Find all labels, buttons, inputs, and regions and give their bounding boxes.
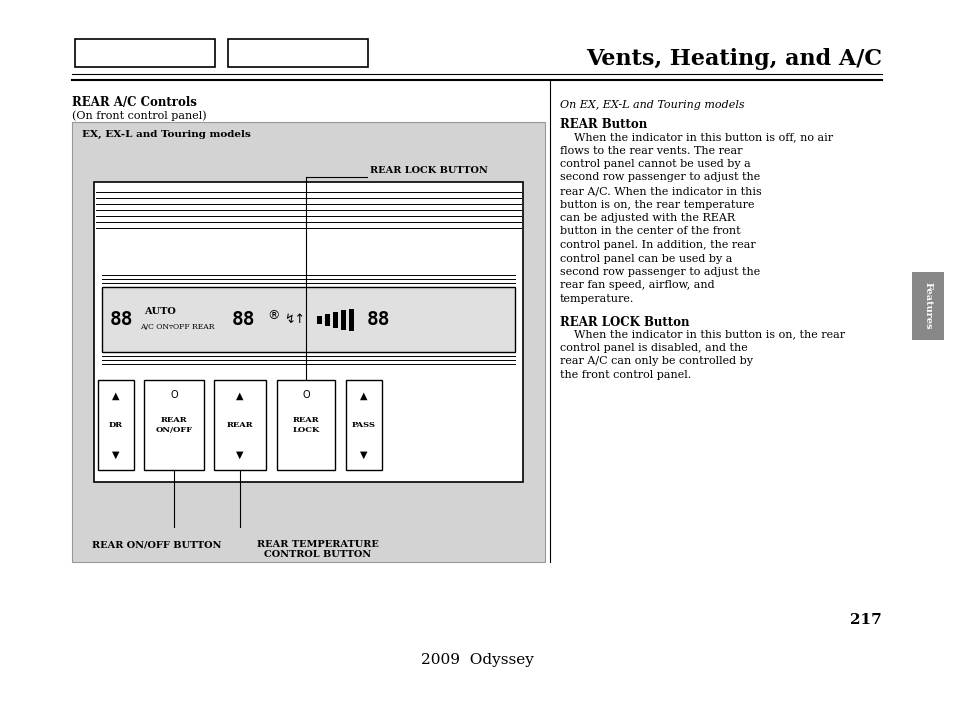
Text: Features: Features bbox=[923, 282, 931, 330]
Text: ▼: ▼ bbox=[236, 449, 244, 459]
Text: 217: 217 bbox=[849, 613, 882, 627]
Text: ▼: ▼ bbox=[112, 449, 120, 459]
Text: ▼: ▼ bbox=[360, 449, 367, 459]
Bar bbox=[911, 272, 943, 340]
Text: O: O bbox=[170, 391, 177, 400]
Text: ↯↑: ↯↑ bbox=[284, 313, 305, 326]
Bar bbox=[276, 380, 335, 470]
Bar bbox=[346, 380, 381, 470]
Text: AUTO: AUTO bbox=[144, 307, 175, 316]
Text: ▲: ▲ bbox=[236, 391, 244, 400]
Text: REAR A/C Controls: REAR A/C Controls bbox=[71, 96, 196, 109]
Text: control panel is disabled, and the: control panel is disabled, and the bbox=[559, 343, 747, 353]
Text: REAR ON/OFF BUTTON: REAR ON/OFF BUTTON bbox=[91, 540, 221, 549]
Text: (On front control panel): (On front control panel) bbox=[71, 110, 207, 121]
Text: REAR LOCK Button: REAR LOCK Button bbox=[559, 315, 689, 329]
Text: second row passenger to adjust the: second row passenger to adjust the bbox=[559, 173, 760, 182]
Bar bbox=[102, 287, 515, 352]
Bar bbox=[94, 182, 522, 482]
Text: EX, EX-L and Touring models: EX, EX-L and Touring models bbox=[82, 130, 251, 139]
Bar bbox=[228, 39, 368, 67]
Text: temperature.: temperature. bbox=[559, 294, 634, 304]
Bar bbox=[349, 309, 354, 330]
Text: DR: DR bbox=[109, 421, 123, 429]
Text: When the indicator in this button is on, the rear: When the indicator in this button is on,… bbox=[559, 329, 844, 339]
Bar bbox=[98, 380, 133, 470]
Bar bbox=[325, 314, 330, 325]
Text: rear fan speed, airflow, and: rear fan speed, airflow, and bbox=[559, 280, 714, 290]
Text: 88: 88 bbox=[367, 310, 390, 329]
Text: REAR Button: REAR Button bbox=[559, 118, 646, 131]
Text: REAR LOCK BUTTON: REAR LOCK BUTTON bbox=[370, 166, 487, 175]
Bar bbox=[71, 122, 544, 562]
Bar bbox=[144, 380, 204, 470]
Text: 2009  Odyssey: 2009 Odyssey bbox=[420, 653, 533, 667]
Text: PASS: PASS bbox=[352, 421, 375, 429]
Bar bbox=[333, 312, 337, 327]
Text: button is on, the rear temperature: button is on, the rear temperature bbox=[559, 200, 754, 209]
Text: A/C ON▿OFF REAR: A/C ON▿OFF REAR bbox=[140, 324, 214, 332]
Text: button in the center of the front: button in the center of the front bbox=[559, 226, 740, 236]
Text: REAR TEMPERATURE
CONTROL BUTTON: REAR TEMPERATURE CONTROL BUTTON bbox=[256, 540, 378, 559]
Text: REAR
ON/OFF: REAR ON/OFF bbox=[155, 416, 193, 434]
Text: control panel. In addition, the rear: control panel. In addition, the rear bbox=[559, 240, 755, 250]
Text: control panel cannot be used by a: control panel cannot be used by a bbox=[559, 159, 750, 169]
Text: When the indicator in this button is off, no air: When the indicator in this button is off… bbox=[559, 132, 832, 142]
Bar bbox=[316, 315, 322, 324]
Bar bbox=[213, 380, 266, 470]
Bar bbox=[340, 310, 346, 329]
Text: rear A/C can only be controlled by: rear A/C can only be controlled by bbox=[559, 356, 752, 366]
Text: ▲: ▲ bbox=[360, 391, 367, 400]
Text: second row passenger to adjust the: second row passenger to adjust the bbox=[559, 267, 760, 277]
Text: Vents, Heating, and A/C: Vents, Heating, and A/C bbox=[585, 48, 882, 70]
Text: 88: 88 bbox=[110, 310, 133, 329]
Bar bbox=[75, 39, 214, 67]
Text: REAR: REAR bbox=[227, 421, 253, 429]
Text: flows to the rear vents. The rear: flows to the rear vents. The rear bbox=[559, 146, 741, 155]
Text: rear A/C. When the indicator in this: rear A/C. When the indicator in this bbox=[559, 186, 760, 196]
Text: ▲: ▲ bbox=[112, 391, 120, 400]
Text: O: O bbox=[302, 391, 310, 400]
Text: 88: 88 bbox=[232, 310, 255, 329]
Text: REAR
LOCK: REAR LOCK bbox=[292, 416, 319, 434]
Text: can be adjusted with the REAR: can be adjusted with the REAR bbox=[559, 213, 735, 223]
Text: On EX, EX-L and Touring models: On EX, EX-L and Touring models bbox=[559, 100, 744, 110]
Text: ®: ® bbox=[267, 309, 279, 322]
Text: control panel can be used by a: control panel can be used by a bbox=[559, 253, 732, 263]
Text: the front control panel.: the front control panel. bbox=[559, 370, 691, 380]
